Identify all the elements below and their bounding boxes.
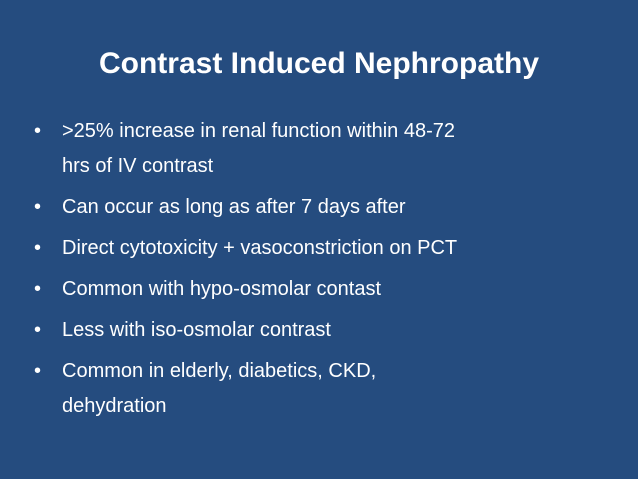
slide-title: Contrast Induced Nephropathy (98, 47, 540, 80)
bullet-dot: • (34, 237, 42, 259)
bullet-item: • Common in elderly, diabetics, CKD, dehyd… (34, 354, 614, 424)
bullet-dot: • (34, 120, 42, 142)
bullet-text: dehydration (62, 395, 167, 417)
bullet-text: Can occur as long as after 7 days after (62, 196, 406, 218)
bullet-text: Less with iso-osmolar contrast (62, 319, 331, 341)
bullet-item: • Direct cytotoxicity + vasoconstriction … (34, 231, 614, 266)
bullet-list: • >25% increase in renal function within … (34, 114, 614, 430)
bullet-item: • Less with iso-osmolar contrast (34, 313, 614, 348)
bullet-item: • Can occur as long as after 7 days after (34, 190, 614, 225)
bullet-dot: • (34, 278, 42, 300)
bullet-dot: • (34, 196, 42, 218)
bullet-item: • >25% increase in renal function within … (34, 114, 614, 184)
bullet-dot: • (34, 319, 42, 341)
bullet-text: >25% increase in renal function within 4… (62, 120, 456, 142)
bullet-text: hrs of IV contrast (62, 155, 214, 177)
bullet-text: Direct cytotoxicity + vasoconstriction o… (62, 237, 458, 259)
bullet-text: Common with hypo-osmolar contast (62, 278, 382, 300)
bullet-item: • Common with hypo-osmolar contast (34, 272, 614, 307)
bullet-text: Common in elderly, diabetics, CKD, (62, 360, 377, 382)
bullet-dot: • (34, 360, 42, 382)
